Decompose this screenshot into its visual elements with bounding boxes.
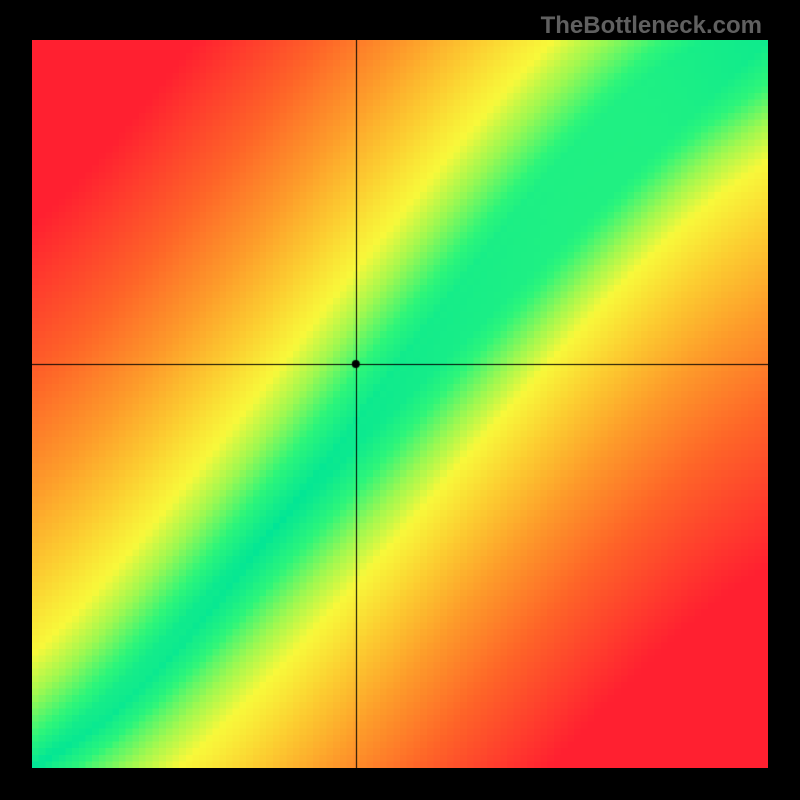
watermark-text: TheBottleneck.com: [541, 12, 762, 40]
bottleneck-heatmap: [32, 40, 768, 768]
chart-container: TheBottleneck.com: [0, 0, 800, 800]
